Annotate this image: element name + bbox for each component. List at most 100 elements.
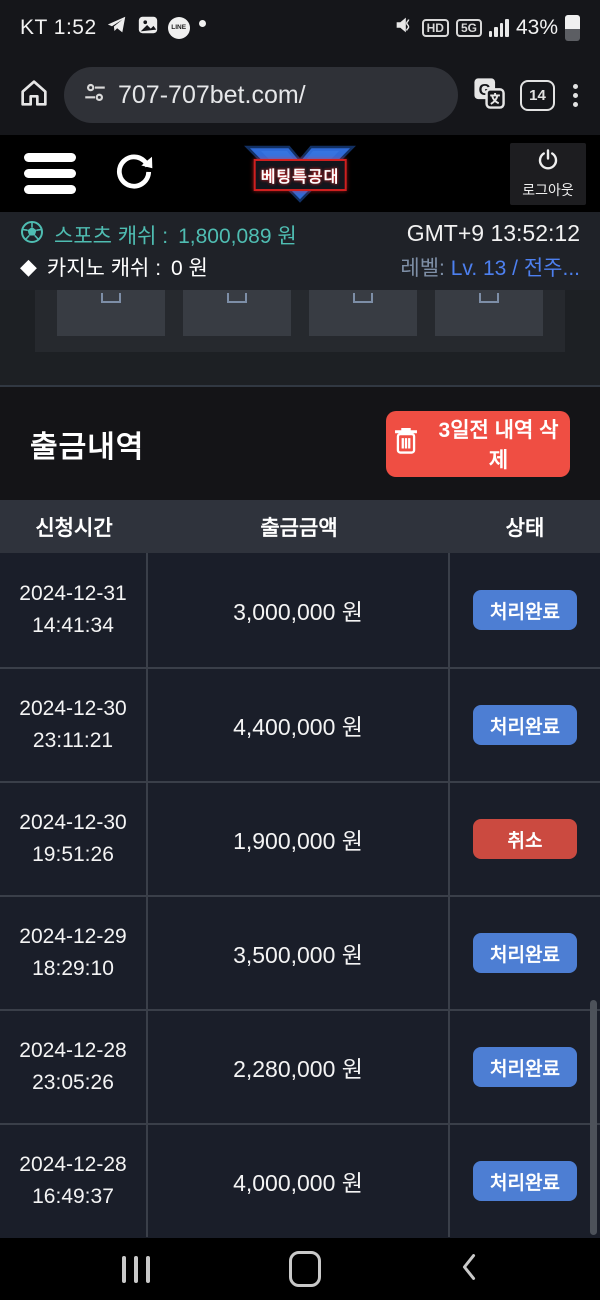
withdraw-amount: 2,280,000 원 xyxy=(233,1056,363,1082)
status-badge[interactable]: 처리완료 xyxy=(473,1047,577,1087)
tab-count-button[interactable]: 14 xyxy=(520,79,555,111)
request-date: 2024-12-31 xyxy=(19,582,127,605)
android-nav-bar xyxy=(0,1238,600,1300)
withdraw-amount: 4,000,000 원 xyxy=(233,1170,363,1196)
menu-hamburger-icon[interactable] xyxy=(14,147,86,200)
browser-toolbar: 707-707bet.com/ G 14 xyxy=(0,55,600,135)
logout-label: 로그아웃 xyxy=(522,181,574,198)
status-badge[interactable]: 처리완료 xyxy=(473,590,577,630)
status-cell: 처리완료 xyxy=(450,1011,600,1123)
request-time-cell: 2024-12-30 23:11:21 xyxy=(0,669,148,781)
request-time-cell: 2024-12-29 18:29:10 xyxy=(0,897,148,1009)
signal-strength-icon xyxy=(488,18,509,37)
scrollbar-thumb[interactable] xyxy=(590,1000,597,1235)
level-value[interactable]: Lv. 13 / 전주... xyxy=(450,257,580,280)
status-badge[interactable]: 처리완료 xyxy=(473,933,577,973)
request-time: 23:05:26 xyxy=(32,1071,114,1094)
request-date: 2024-12-28 xyxy=(19,1039,127,1062)
amount-cell: 2,280,000 원 xyxy=(148,1011,450,1123)
preview-tile[interactable] xyxy=(57,290,165,336)
delete-history-label: 3일전 내역 삭제 xyxy=(438,418,559,472)
home-nav-icon[interactable] xyxy=(289,1251,321,1287)
site-settings-icon[interactable] xyxy=(82,80,108,111)
table-header: 신청시간 출금금액 상태 xyxy=(0,500,600,553)
amount-cell: 4,400,000 원 xyxy=(148,669,450,781)
withdraw-amount: 4,400,000 원 xyxy=(233,714,363,740)
status-cell: 취소 xyxy=(450,783,600,895)
amount-cell: 1,900,000 원 xyxy=(148,783,450,895)
request-time: 23:11:21 xyxy=(32,729,114,752)
browser-menu-icon[interactable] xyxy=(569,80,582,111)
power-icon xyxy=(536,148,560,177)
withdraw-amount: 1,900,000 원 xyxy=(233,828,363,854)
status-cell: 처리완료 xyxy=(450,669,600,781)
status-badge[interactable]: 취소 xyxy=(473,819,577,859)
gmt-clock: GMT+9 13:52:12 xyxy=(406,220,580,246)
request-date: 2024-12-30 xyxy=(19,697,127,720)
withdraw-amount: 3,000,000 원 xyxy=(233,599,363,625)
telegram-icon xyxy=(106,14,128,41)
preview-tile[interactable] xyxy=(309,290,417,336)
withdraw-section-header: 출금내역 3일전 내역 삭제 xyxy=(0,385,600,500)
request-time: 16:49:37 xyxy=(32,1185,114,1208)
url-text[interactable]: 707-707bet.com/ xyxy=(118,80,306,109)
account-info-bar: 스포츠 캐쉬 : 1,800,089 원 ◆ 카지노 캐쉬 : 0 원 GMT+… xyxy=(0,212,600,290)
request-time: 14:41:34 xyxy=(32,614,114,637)
delete-history-button[interactable]: 3일전 내역 삭제 xyxy=(386,410,570,477)
request-date: 2024-12-28 xyxy=(19,1153,127,1176)
preview-panel xyxy=(35,290,565,352)
status-cell: 처리완료 xyxy=(450,553,600,667)
sports-cash-row: 스포츠 캐쉬 : 1,800,089 원 xyxy=(20,220,297,250)
tile-icon xyxy=(353,293,373,303)
refresh-icon[interactable] xyxy=(112,149,156,198)
mute-vibrate-icon xyxy=(393,14,415,41)
level-line[interactable]: 레벨: Lv. 13 / 전주... xyxy=(400,252,580,282)
request-time-cell: 2024-12-30 19:51:26 xyxy=(0,783,148,895)
tile-icon xyxy=(101,293,121,303)
trash-icon xyxy=(392,426,420,462)
tile-icon xyxy=(479,293,499,303)
soccer-ball-icon xyxy=(20,220,44,250)
translate-icon[interactable]: G xyxy=(472,76,506,115)
home-icon[interactable] xyxy=(18,77,50,114)
status-badge[interactable]: 처리완료 xyxy=(473,1161,577,1201)
battery-percent-label: 43% xyxy=(515,15,558,39)
column-header-amount: 출금금액 xyxy=(260,516,338,540)
request-time: 18:29:10 xyxy=(32,957,114,980)
request-date: 2024-12-29 xyxy=(19,925,127,948)
casino-cash-row: ◆ 카지노 캐쉬 : 0 원 xyxy=(20,252,297,282)
table-row: 2024-12-29 18:29:10 3,500,000 원 처리완료 xyxy=(0,895,600,1009)
withdraw-amount: 3,500,000 원 xyxy=(233,942,363,968)
sports-cash-label: 스포츠 캐쉬 : xyxy=(54,225,169,248)
table-row: 2024-12-30 19:51:26 1,900,000 원 취소 xyxy=(0,781,600,895)
notification-dot-icon xyxy=(198,20,206,27)
table-row: 2024-12-28 16:49:37 4,000,000 원 처리완료 xyxy=(0,1123,600,1237)
amount-cell: 3,500,000 원 xyxy=(148,897,450,1009)
5g-badge-icon: 5G xyxy=(455,18,482,37)
site-logo[interactable]: 베팅특공대 xyxy=(234,143,366,205)
request-time: 19:51:26 xyxy=(32,843,114,866)
column-header-status: 상태 xyxy=(505,516,545,540)
amount-cell: 4,000,000 원 xyxy=(148,1125,450,1237)
casino-cash-label: 카지노 캐쉬 : xyxy=(46,257,162,280)
url-bar[interactable]: 707-707bet.com/ xyxy=(64,67,458,123)
logout-button[interactable]: 로그아웃 xyxy=(510,142,586,205)
back-icon[interactable] xyxy=(456,1251,482,1288)
status-bar: KT 1:52 LINE HD 5G 43% xyxy=(0,0,600,55)
recents-icon[interactable] xyxy=(118,1252,154,1287)
diamond-icon: ◆ xyxy=(20,254,37,279)
status-cell: 처리완료 xyxy=(450,897,600,1009)
scrolled-content-preview xyxy=(0,290,600,385)
site-header: 베팅특공대 로그아웃 xyxy=(0,135,600,212)
gallery-icon xyxy=(137,14,159,41)
table-row: 2024-12-28 23:05:26 2,280,000 원 처리완료 xyxy=(0,1009,600,1123)
sports-cash-value: 1,800,089 원 xyxy=(178,225,297,248)
page-title: 출금내역 xyxy=(30,430,145,464)
preview-tile[interactable] xyxy=(435,290,543,336)
table-row: 2024-12-31 14:41:34 3,000,000 원 처리완료 xyxy=(0,553,600,667)
hd-badge-icon: HD xyxy=(421,18,449,37)
status-badge[interactable]: 처리완료 xyxy=(473,705,577,745)
preview-tile[interactable] xyxy=(183,290,291,336)
carrier-time-label: KT 1:52 xyxy=(20,15,97,39)
